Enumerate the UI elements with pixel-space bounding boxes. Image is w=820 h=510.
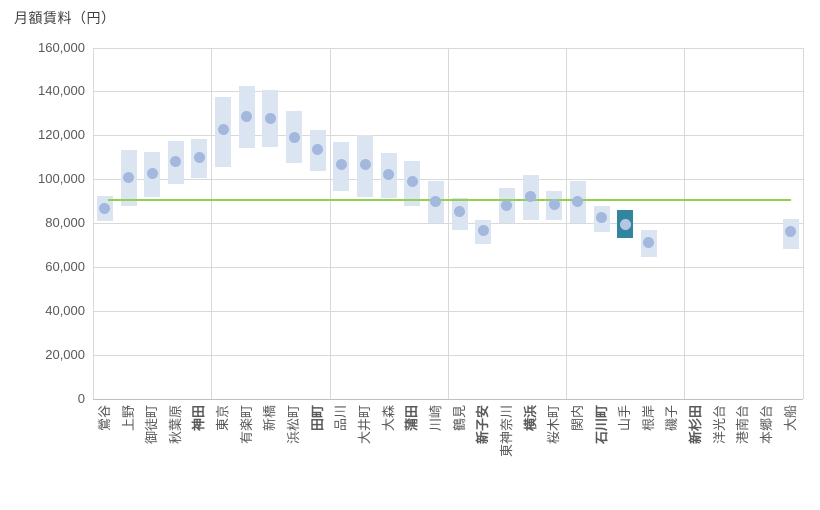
x-tick-label: 本郷台	[759, 405, 774, 445]
x-tick-label: 有楽町	[238, 405, 254, 445]
x-tick-label: 鶯谷	[96, 405, 112, 432]
mean-dot	[193, 151, 205, 163]
mean-dot	[596, 212, 607, 224]
y-tick-label: 0	[77, 390, 85, 406]
mean-dot	[525, 191, 536, 203]
mean-dot	[477, 225, 489, 237]
x-tick-label: 大森	[380, 405, 396, 432]
x-tick-label: 新橋	[262, 405, 278, 432]
mean-dot	[619, 218, 631, 230]
mean-dot	[406, 175, 418, 187]
mean-dot	[643, 237, 655, 249]
x-tick-label: 関内	[569, 405, 585, 432]
x-tick-label: 大井町	[357, 405, 372, 445]
x-tick-label: 品川	[333, 405, 349, 432]
x-tick-label: 鶴見	[451, 405, 467, 432]
h-gridline	[93, 354, 803, 356]
mean-dot	[572, 195, 584, 207]
y-tick-label: 120,000	[38, 127, 85, 143]
mean-dot	[288, 132, 300, 143]
x-tick-label: 秋葉原	[167, 405, 183, 445]
y-tick-label: 80,000	[45, 215, 85, 231]
h-gridline	[93, 91, 803, 93]
y-tick-label: 160,000	[38, 39, 85, 55]
x-tick-label: 新子安	[475, 405, 491, 445]
x-tick-label: 桜木町	[546, 405, 562, 445]
mean-dot	[359, 159, 371, 171]
x-tick-label: 蒲田	[404, 405, 420, 432]
x-tick-label: 浜松町	[286, 405, 301, 445]
h-gridline	[93, 267, 803, 268]
mean-dot	[99, 203, 111, 215]
x-tick-label: 神田	[191, 405, 207, 432]
x-tick-label: 洋光台	[711, 405, 727, 445]
x-tick-label: 東神奈川	[498, 405, 514, 458]
mean-dot	[454, 205, 466, 217]
x-tick-label: 石川町	[593, 405, 609, 445]
mean-dot	[430, 195, 442, 207]
x-tick-label: 横浜	[522, 405, 538, 432]
x-tick-label: 上野	[120, 405, 136, 432]
h-gridline	[93, 310, 803, 312]
h-gridline	[93, 179, 803, 181]
mean-dot	[241, 111, 253, 123]
mean-dot	[785, 226, 797, 238]
y-tick-label: 60,000	[45, 259, 85, 274]
h-gridline	[93, 135, 803, 137]
x-tick-label: 港南台	[735, 405, 751, 445]
mean-dot	[383, 169, 395, 181]
x-tick-label: 川崎	[427, 405, 443, 432]
reference-line	[107, 199, 791, 202]
mean-dot	[146, 168, 158, 180]
y-tick-label: 100,000	[38, 171, 85, 187]
mean-dot	[264, 113, 276, 125]
x-tick-label: 御徒町	[144, 405, 160, 445]
chart-title: 月額賃料（円）	[14, 10, 116, 26]
x-tick-label: 根岸	[640, 405, 656, 432]
mean-dot	[312, 144, 324, 156]
mean-dot	[170, 156, 182, 168]
x-tick-label: 磯子	[664, 405, 680, 432]
x-tick-label: 大船	[782, 405, 798, 432]
x-tick-label: 新杉田	[688, 405, 704, 445]
mean-dot	[335, 159, 347, 171]
y-tick-label: 20,000	[45, 346, 85, 362]
h-gridline	[93, 223, 803, 225]
v-gridline	[802, 47, 804, 399]
mean-dot	[501, 200, 513, 211]
x-axis-line	[93, 398, 803, 400]
y-tick-label: 40,000	[45, 302, 85, 318]
mean-dot	[548, 198, 560, 210]
mean-dot	[217, 124, 229, 136]
x-tick-label: 山手	[617, 405, 633, 432]
x-tick-label: 田町	[309, 405, 325, 432]
mean-dot	[123, 171, 134, 183]
y-tick-label: 140,000	[38, 83, 85, 99]
h-gridline	[93, 47, 803, 49]
x-tick-label: 東京	[215, 405, 231, 432]
